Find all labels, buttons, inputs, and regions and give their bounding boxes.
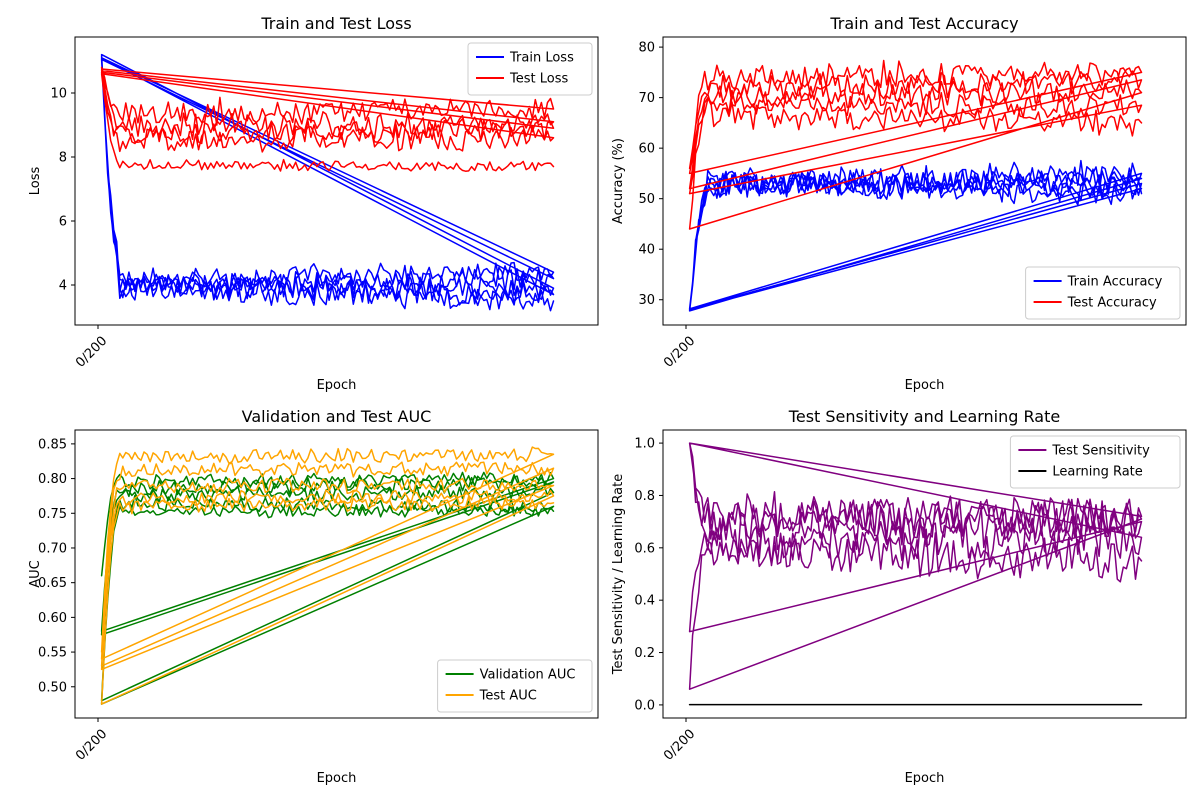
x-axis-label: Epoch (317, 771, 357, 786)
legend-label: Test AUC (479, 689, 537, 704)
y-axis-label: Accuracy (%) (611, 138, 626, 224)
axes-frame (74, 36, 599, 326)
x-axis-label: Epoch (317, 378, 357, 393)
y-tick-label: 6 (59, 215, 67, 230)
y-tick-label: 0.50 (38, 680, 67, 695)
x-tick-label: 0/200 (73, 727, 110, 764)
y-tick-label: 0.55 (38, 646, 67, 661)
x-axis-label: Epoch (905, 771, 945, 786)
legend: Validation AUC Test AUC (437, 659, 593, 713)
plot-area (100, 446, 555, 705)
y-tick-label: 30 (638, 293, 655, 308)
y-tick-label: 0.2 (634, 646, 655, 661)
legend: Test Sensitivity Learning Rate (1009, 435, 1181, 489)
y-tick-label: 0.6 (634, 541, 655, 556)
series-line-train-loss (100, 53, 555, 312)
y-tick-label: 0.65 (38, 576, 67, 591)
y-tick-label: 0.80 (38, 472, 67, 487)
y-axis-label: Loss (28, 167, 43, 196)
axes-frame (662, 429, 1187, 719)
legend-label: Learning Rate (1052, 465, 1142, 480)
chart-title: Train and Test Accuracy (829, 14, 1018, 33)
x-tick-label: 0/200 (661, 727, 698, 764)
series-line-validation-auc (100, 471, 555, 705)
legend-label: Train Loss (509, 51, 574, 66)
plot-area (100, 53, 555, 312)
y-tick-label: 0.0 (634, 698, 655, 713)
y-tick-label: 70 (638, 91, 655, 106)
legend-label: Test Accuracy (1067, 296, 1157, 311)
y-tick-label: 0.60 (38, 611, 67, 626)
y-axis-label: AUC (28, 560, 43, 588)
subplot-4: 0.0 0.2 0.4 0.6 0.8 1.0 0/200 Test Sensitivity … (611, 407, 1187, 786)
axes-frame (662, 36, 1187, 326)
x-axis-label: Epoch (905, 378, 945, 393)
y-axis-label: Test Sensitivity / Learning Rate (611, 474, 626, 675)
legend-label: Test Sensitivity (1051, 444, 1150, 459)
legend: Train Accuracy Test Accuracy (1025, 266, 1181, 320)
legend: Train Loss Test Loss (467, 42, 593, 96)
series-line-test-loss (100, 66, 555, 172)
subplot-3: 0.50 0.55 0.60 0.65 0.70 0.75 0.80 0.85 0/200 Val… (28, 407, 599, 786)
chart-title: Train and Test Loss (260, 14, 411, 33)
axes-frame (74, 429, 599, 719)
legend-label: Train Accuracy (1067, 275, 1163, 290)
y-tick-label: 4 (59, 279, 67, 294)
y-tick-label: 50 (638, 192, 655, 207)
series-line-test-accuracy (688, 59, 1143, 230)
plot-area (688, 59, 1143, 312)
subplot-2: 30 40 50 60 70 80 0/200 Train and Test Accuracy… (611, 14, 1187, 393)
y-tick-label: 0.4 (634, 594, 655, 609)
subplot-1: 4 6 8 10 0/200 Train and Test Loss Epoch Loss Tr… (28, 14, 599, 393)
chart-title: Validation and Test AUC (242, 407, 432, 426)
y-tick-label: 0.85 (38, 437, 67, 452)
y-tick-label: 0.75 (38, 507, 67, 522)
legend-label: Validation AUC (480, 668, 576, 683)
y-tick-label: 60 (638, 142, 655, 157)
series-line-test-auc (100, 446, 555, 705)
y-tick-label: 1.0 (634, 437, 655, 452)
y-tick-label: 80 (638, 41, 655, 56)
y-tick-label: 8 (59, 151, 67, 166)
plot-area (688, 442, 1143, 706)
y-tick-label: 0.8 (634, 489, 655, 504)
y-tick-label: 0.70 (38, 541, 67, 556)
series-line-test-sensitivity (688, 442, 1143, 690)
y-tick-label: 10 (50, 87, 67, 102)
legend-label: Test Loss (509, 72, 568, 87)
x-tick-label: 0/200 (73, 334, 110, 371)
chart-title: Test Sensitivity and Learning Rate (788, 407, 1060, 426)
y-tick-label: 40 (638, 243, 655, 258)
x-tick-label: 0/200 (661, 334, 698, 371)
